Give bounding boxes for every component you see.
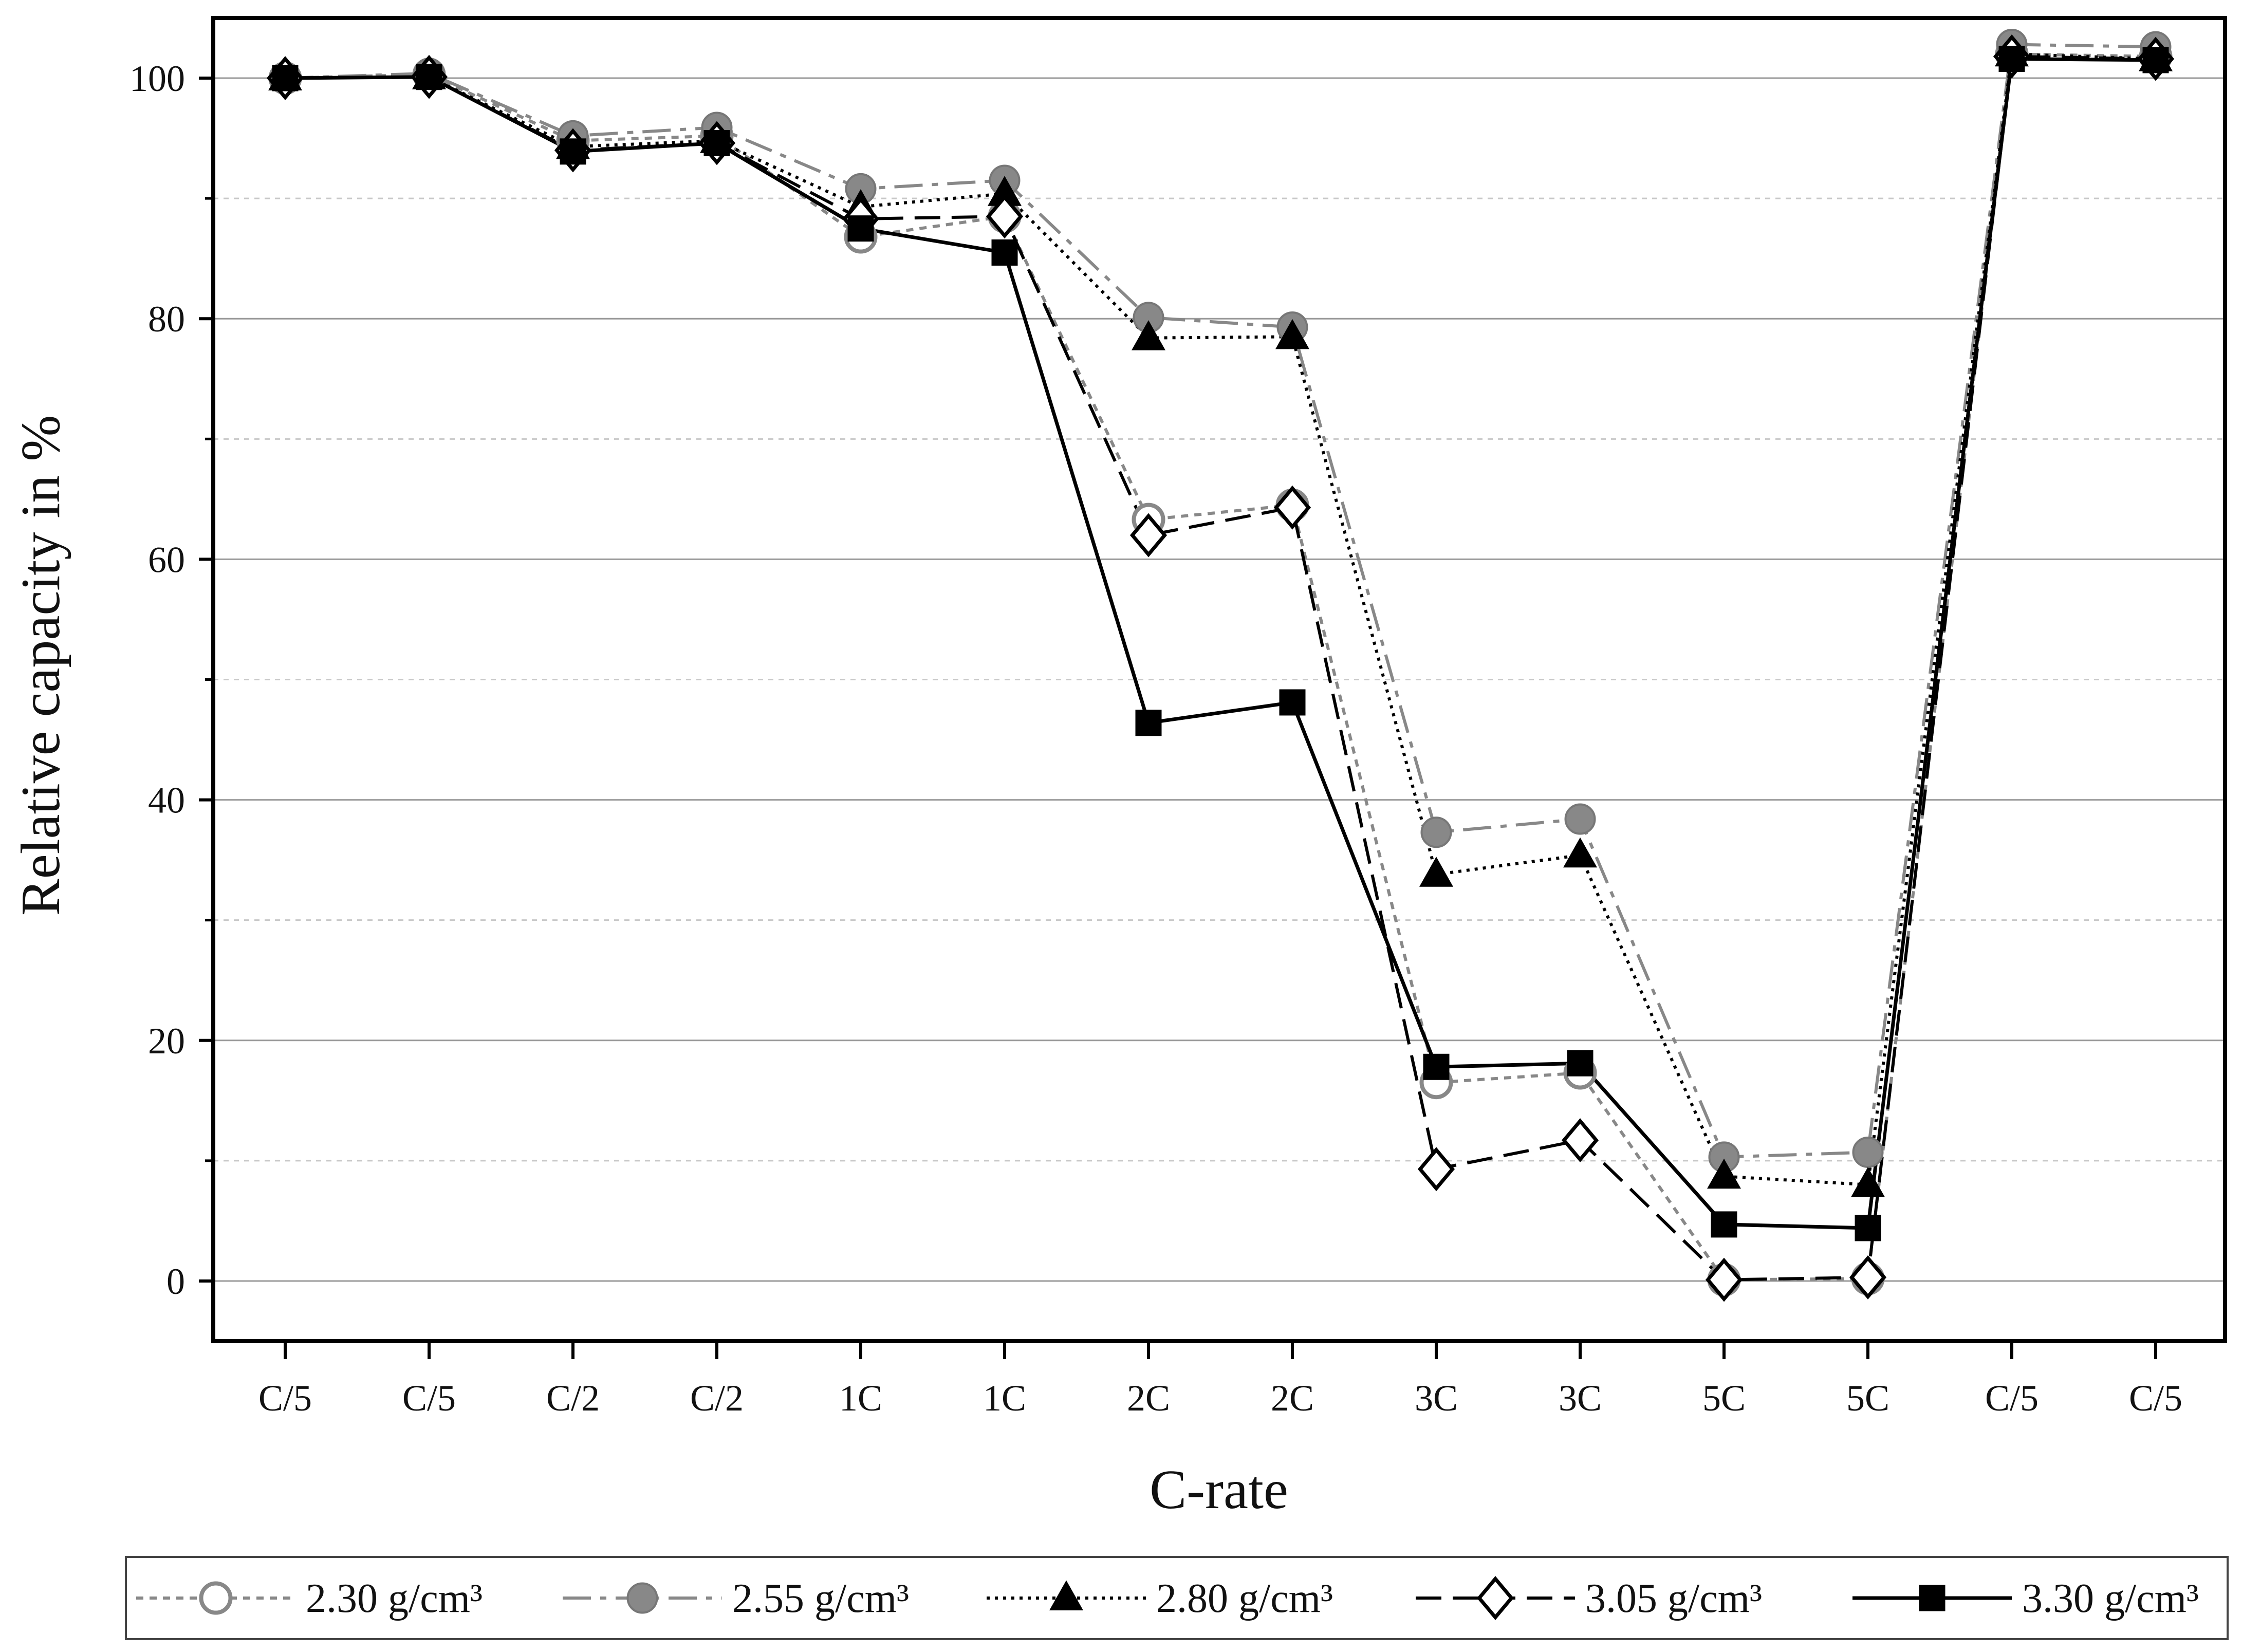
legend-item: 3.30 g/cm³ [1852,1576,2199,1621]
legend-label: 2.55 g/cm³ [732,1576,909,1621]
x-axis-title: C-rate [1150,1459,1288,1520]
series-line [285,52,2156,1282]
data-point [1419,857,1453,887]
data-point [1852,1136,1884,1168]
data-point [1423,1053,1450,1080]
series-line [285,43,2156,1159]
series-5 [285,57,2156,1230]
data-point [1564,803,1596,835]
data-point [1707,1158,1741,1189]
data-point [986,194,1024,239]
legend-label: 3.05 g/cm³ [1585,1576,1762,1621]
legend-marker [1476,1576,1514,1620]
data-point [1417,1147,1455,1192]
data-point [703,129,730,156]
y-tick-label: 0 [166,1261,185,1302]
legend-marker [199,1581,233,1615]
data-point [416,64,442,90]
data-point [1275,319,1309,349]
series-group [266,29,2175,1302]
x-tick-label: C/5 [2129,1378,2182,1419]
data-point [1563,837,1597,868]
data-point [988,176,1022,206]
data-point [847,215,874,242]
data-point [1998,46,2025,72]
series-1 [285,52,2156,1282]
data-point [991,239,1018,266]
x-tick-label: 2C [1271,1378,1314,1419]
data-point [1567,1050,1594,1076]
data-point [1851,1167,1885,1197]
series-line [285,52,2156,1186]
x-tick-label: C/5 [258,1378,312,1419]
x-tick-label: 1C [983,1378,1026,1419]
data-point [1705,1257,1743,1302]
legend-label: 2.30 g/cm³ [306,1576,483,1621]
y-tick-label: 20 [148,1020,185,1062]
legend-label: 2.80 g/cm³ [1156,1576,1333,1621]
x-axis: C/5 C/5 C/2 C/2 1C 1C 2C 2C 3C 3C 5C 5C C/5 C/5 [258,1341,2182,1419]
legend-item: 2.80 g/cm³ [987,1576,1333,1621]
x-tick-label: 3C [1415,1378,1458,1419]
series-line [285,57,2156,1230]
series-3 [285,52,2156,1186]
data-point [272,65,299,91]
legend-label: 3.30 g/cm³ [2022,1576,2199,1621]
data-point [1279,689,1306,716]
legend-item: 2.30 g/cm³ [136,1576,483,1621]
data-point [1855,1215,1881,1241]
data-point [1711,1211,1737,1238]
series-5-markers [272,46,2169,1241]
legend-marker [626,1582,658,1614]
x-tick-label: C/5 [1985,1378,2039,1419]
data-point [560,138,586,165]
y-tick-label: 60 [148,539,185,580]
data-point [1129,513,1168,558]
legend-item: 2.55 g/cm³ [563,1576,909,1621]
y-tick-label: 40 [148,780,185,821]
x-tick-label: 5C [1702,1378,1746,1419]
data-point [2142,47,2169,73]
legend-item: 3.05 g/cm³ [1416,1576,1762,1621]
y-axis: 0 20 40 60 80 100 [129,58,213,1302]
x-tick-label: 1C [839,1378,882,1419]
x-tick-label: 3C [1559,1378,1602,1419]
legend: 2.30 g/cm³ 2.55 g/cm³ 2.80 g/cm³ 3.05 g/cm³… [136,1576,2199,1621]
y-axis-title: Relative capacity in % [10,415,71,916]
y-tick-label: 80 [148,299,185,340]
x-tick-label: 2C [1127,1378,1170,1419]
legend-marker [1049,1580,1083,1610]
gridlines [213,77,2225,1282]
data-point [1849,1255,1887,1300]
x-tick-label: C/5 [402,1378,456,1419]
data-point [1420,816,1452,848]
x-tick-label: C/2 [690,1378,744,1419]
legend-marker [1919,1585,1945,1611]
x-tick-label: 5C [1846,1378,1889,1419]
data-point [1135,710,1162,736]
data-point [1273,485,1311,530]
y-tick-label: 100 [129,58,185,99]
series-2 [285,43,2156,1159]
x-tick-label: C/2 [546,1378,600,1419]
data-point [1132,320,1165,350]
data-point [1561,1118,1599,1163]
